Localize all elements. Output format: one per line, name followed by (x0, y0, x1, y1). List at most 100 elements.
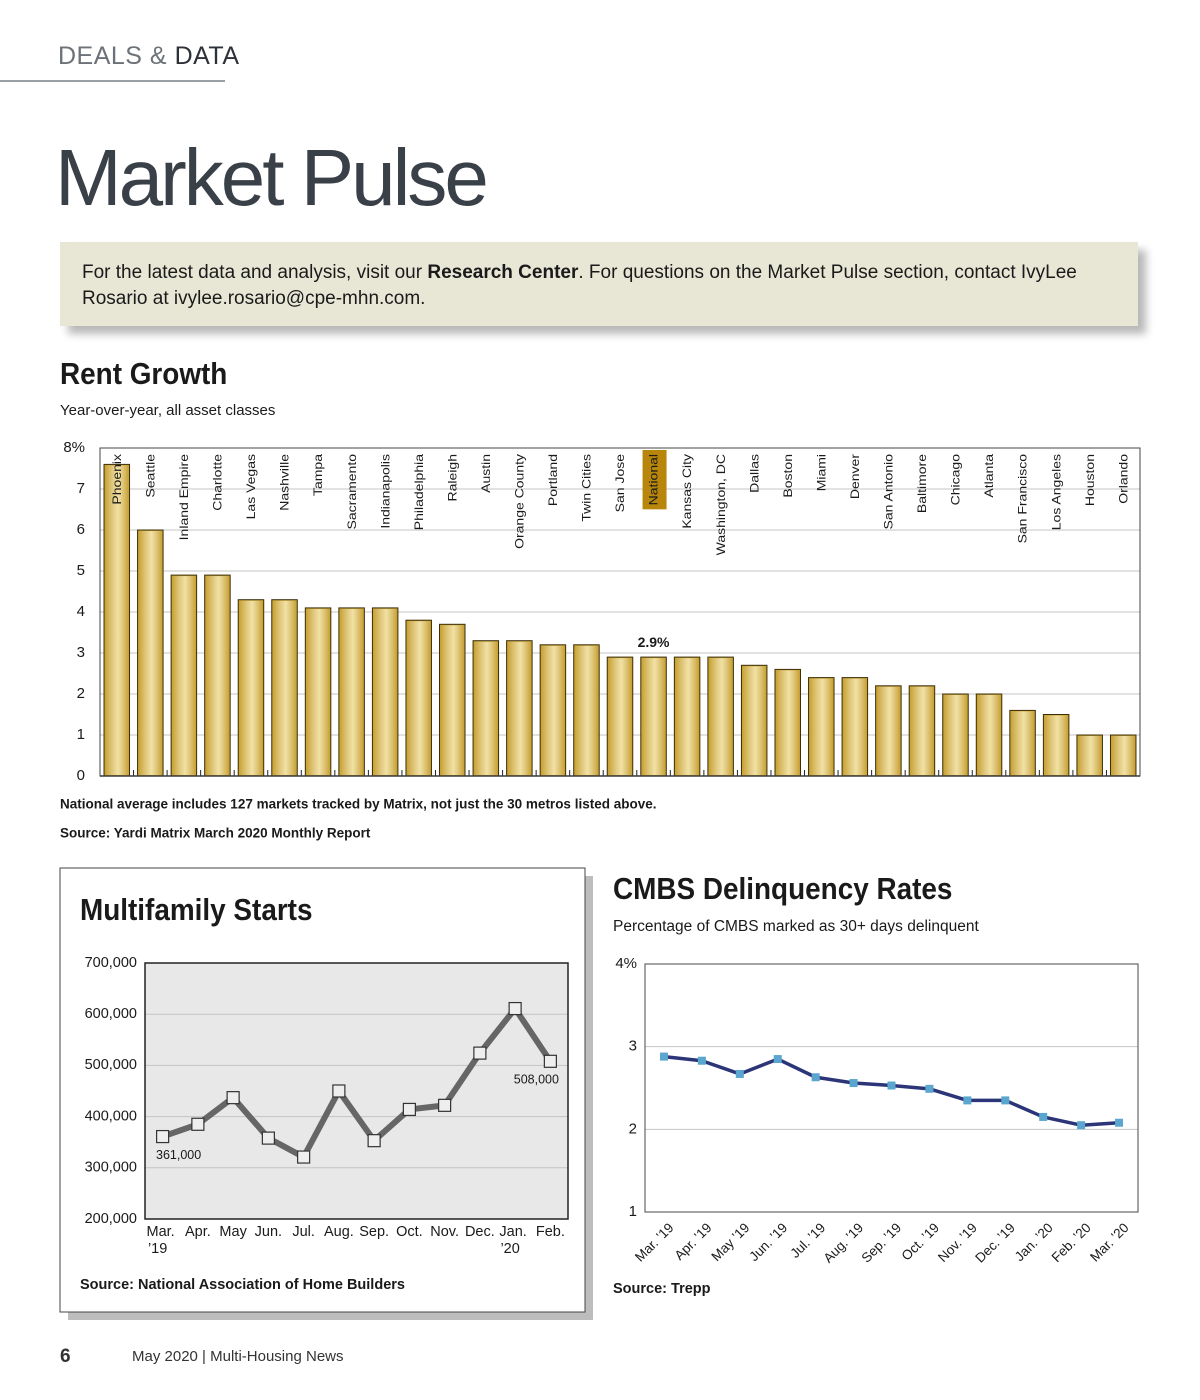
category-label-group: Seattle (143, 454, 157, 498)
category-label-group: Boston (781, 454, 795, 498)
value-label: 508,000 (514, 1073, 559, 1087)
marker (887, 1081, 896, 1090)
marker (811, 1073, 820, 1082)
category-label-group: Washington, DC (714, 454, 728, 555)
bar-sheen (708, 658, 733, 775)
category-label-group: Raleigh (445, 454, 459, 501)
category-label: San Jose (613, 454, 627, 512)
x-tick-label: Feb. ’20 (1049, 1220, 1094, 1265)
y-tick-label: 500,000 (85, 1057, 137, 1073)
x-tick-label: Jun. ’19 (746, 1220, 790, 1264)
category-label: Dallas (747, 453, 761, 492)
category-highlight (642, 450, 667, 510)
y-tick-label: 1 (77, 726, 85, 743)
y-tick-label: 5 (77, 562, 85, 579)
category-label-group: Chicago (949, 454, 963, 505)
bar-sheen (943, 695, 968, 775)
category-label-group: Austin (479, 454, 493, 493)
category-label-group: Houston (1083, 454, 1097, 506)
marker (659, 1052, 668, 1061)
category-label-group: Tampa (311, 453, 325, 496)
bar-sheen (977, 695, 1001, 775)
y-tick-label: 2 (77, 685, 85, 702)
bar-sheen (1010, 711, 1035, 775)
marker (849, 1079, 858, 1088)
marker (543, 1054, 557, 1068)
marker (297, 1150, 311, 1164)
category-label: Nashville (278, 454, 292, 511)
chart-source: Source: Trepp (613, 1281, 711, 1297)
y-tick-label: 700,000 (85, 955, 137, 971)
category-label: Philadelphia (412, 453, 426, 530)
y-tick-label: 7 (77, 480, 85, 497)
bar-sheen (876, 686, 901, 775)
category-label: Raleigh (445, 454, 459, 501)
x-tick-label: Dec. ’19 (972, 1220, 1018, 1266)
x-tick-label: May ’19 (708, 1220, 752, 1264)
category-label: Chicago (949, 454, 963, 505)
chart-subtitle: Percentage of CMBS marked as 30+ days de… (613, 918, 979, 935)
x-tick-label: Aug. (324, 1224, 354, 1240)
bar-sheen (440, 625, 465, 775)
plot-background (145, 963, 568, 1219)
section: DEALS & (58, 42, 168, 70)
category-label: San Antonio (882, 454, 896, 529)
plot-frame (99, 447, 1141, 777)
marker (925, 1084, 934, 1093)
page-number: 6 (60, 1346, 71, 1367)
y-tick-label: 3 (77, 644, 85, 661)
bar-sheen (574, 645, 599, 775)
chart-source: Source: Yardi Matrix March 2020 Monthly … (60, 826, 371, 841)
category-label: Boston (781, 454, 795, 498)
x-tick-label: Sep. ’19 (858, 1220, 904, 1266)
y-tick-label: 400,000 (85, 1108, 137, 1124)
marker (1077, 1121, 1086, 1130)
marker (156, 1129, 170, 1144)
y-tick-label: 4% (615, 955, 637, 972)
category-label-group: Charlotte (211, 454, 225, 511)
category-label: Orlando (1116, 454, 1130, 504)
marker (508, 1001, 522, 1016)
chart-title: Rent Growth (60, 357, 227, 392)
bar-sheen (910, 686, 934, 775)
bar-sheen (507, 641, 532, 775)
category-label-group: San Antonio (882, 454, 896, 529)
plot-frame (644, 963, 1139, 1213)
marker (438, 1098, 452, 1112)
y-tick-label: 1 (629, 1203, 637, 1220)
category-label-group: Twin Cities (580, 453, 594, 521)
category-label: Los Angeles (1049, 453, 1063, 530)
category-label: Miami (814, 454, 828, 491)
bar-sheen (541, 645, 565, 775)
category-label: National (647, 454, 661, 505)
bar-sheen (406, 621, 431, 775)
category-label-group: Orange County (513, 453, 527, 548)
category-label-group: Atlanta (982, 453, 996, 497)
x-tick-label: Aug. ’19 (821, 1220, 867, 1266)
bar-sheen (138, 531, 163, 775)
chart-note: National average includes 127 markets tr… (60, 797, 656, 812)
category-label-group: Phoenix (110, 453, 124, 504)
x-tick-label: Apr. ’19 (672, 1220, 715, 1263)
category-label-group: Miami (814, 454, 828, 491)
x-tick-label: Dec. (465, 1224, 495, 1240)
category-label-group: Philadelphia (412, 453, 426, 530)
x-tick-label: Jul. (292, 1224, 315, 1240)
category-label: Indianapolis (378, 453, 392, 528)
chart-title: Multifamily Starts (80, 893, 313, 928)
marker (367, 1134, 381, 1148)
category-label: Washington, DC (714, 454, 728, 555)
marker (773, 1055, 782, 1064)
category-label: Phoenix (110, 453, 124, 504)
marker (963, 1096, 972, 1105)
bar-sheen (1044, 715, 1068, 775)
bar-sheen (775, 670, 800, 775)
y-tick-label: 4 (77, 603, 85, 620)
intro-link[interactable]: Research Center (427, 262, 579, 283)
bar-sheen (1077, 736, 1102, 775)
bar-sheen (1111, 736, 1135, 775)
intro-box: For the latest data and analysis, visit … (60, 242, 1138, 326)
marker (332, 1084, 346, 1098)
y-tick-label: 600,000 (85, 1006, 137, 1022)
